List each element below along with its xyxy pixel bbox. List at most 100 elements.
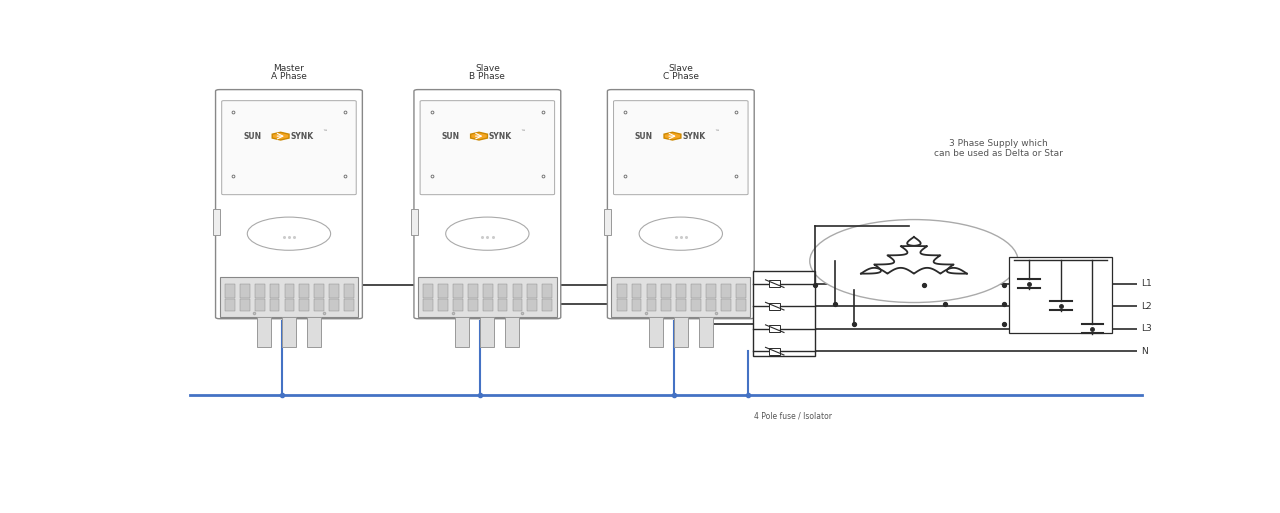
Text: ™: ™ — [714, 129, 719, 134]
FancyBboxPatch shape — [613, 101, 748, 194]
Bar — [212, 209, 220, 235]
Bar — [344, 299, 353, 311]
Text: Slave: Slave — [668, 64, 694, 73]
Text: SUN: SUN — [442, 132, 460, 141]
Bar — [468, 299, 477, 311]
Bar — [438, 299, 448, 311]
Bar — [646, 284, 657, 298]
Bar — [453, 299, 463, 311]
FancyBboxPatch shape — [221, 101, 356, 194]
Bar — [632, 284, 641, 298]
Bar — [282, 317, 296, 347]
Bar — [329, 284, 339, 298]
Bar — [417, 278, 557, 317]
FancyBboxPatch shape — [420, 101, 554, 194]
Bar — [769, 280, 781, 287]
Bar — [239, 299, 250, 311]
FancyBboxPatch shape — [608, 90, 754, 319]
Bar — [604, 209, 612, 235]
Circle shape — [247, 217, 330, 250]
Text: Slave: Slave — [475, 64, 499, 73]
Text: SYNK: SYNK — [489, 132, 512, 141]
Text: ™: ™ — [323, 129, 328, 134]
Bar — [424, 299, 433, 311]
Text: C Phase: C Phase — [663, 72, 699, 81]
Bar — [707, 299, 716, 311]
Text: L2: L2 — [1140, 302, 1152, 311]
FancyBboxPatch shape — [413, 90, 561, 319]
Bar — [753, 271, 814, 356]
Bar — [270, 284, 279, 298]
Bar — [676, 299, 686, 311]
Text: SYNK: SYNK — [682, 132, 705, 141]
Bar — [673, 317, 687, 347]
Circle shape — [639, 217, 722, 250]
Bar — [1009, 257, 1112, 332]
Bar — [617, 299, 627, 311]
Text: A Phase: A Phase — [271, 72, 307, 81]
Bar — [255, 299, 265, 311]
Bar — [512, 284, 522, 298]
Bar — [270, 299, 279, 311]
Text: B Phase: B Phase — [470, 72, 506, 81]
Bar — [527, 284, 538, 298]
Bar — [691, 284, 701, 298]
Bar — [314, 299, 324, 311]
Bar — [769, 303, 781, 309]
Text: L3: L3 — [1140, 324, 1152, 333]
Bar — [721, 299, 731, 311]
Text: N: N — [1140, 347, 1148, 356]
Text: ™: ™ — [521, 129, 526, 134]
Bar — [438, 284, 448, 298]
Bar — [662, 299, 671, 311]
Circle shape — [810, 220, 1018, 303]
Bar — [512, 299, 522, 311]
Bar — [225, 299, 234, 311]
Bar — [736, 299, 745, 311]
Bar — [632, 299, 641, 311]
Bar — [483, 284, 493, 298]
Text: 3 Phase Supply which
can be used as Delta or Star: 3 Phase Supply which can be used as Delt… — [934, 139, 1062, 158]
Bar — [344, 284, 353, 298]
Bar — [480, 317, 494, 347]
Bar — [707, 284, 716, 298]
Bar — [411, 209, 417, 235]
Bar — [543, 299, 552, 311]
Text: SYNK: SYNK — [291, 132, 314, 141]
Bar — [257, 317, 271, 347]
Bar — [721, 284, 731, 298]
Text: L1: L1 — [1140, 279, 1152, 288]
Bar — [527, 299, 538, 311]
FancyBboxPatch shape — [215, 90, 362, 319]
Text: Master: Master — [274, 64, 305, 73]
Bar — [483, 299, 493, 311]
Bar — [498, 284, 507, 298]
Bar — [649, 317, 663, 347]
Bar — [220, 278, 358, 317]
Bar — [646, 299, 657, 311]
Text: SUN: SUN — [243, 132, 261, 141]
Bar — [284, 284, 294, 298]
Bar — [506, 317, 520, 347]
Bar — [314, 284, 324, 298]
Bar — [453, 284, 463, 298]
Bar — [676, 284, 686, 298]
Bar — [617, 284, 627, 298]
Bar — [456, 317, 470, 347]
Bar — [424, 284, 433, 298]
Bar — [769, 348, 781, 354]
Bar — [498, 299, 507, 311]
Bar — [239, 284, 250, 298]
Bar — [300, 299, 308, 311]
Bar — [255, 284, 265, 298]
Bar — [736, 284, 745, 298]
Bar — [329, 299, 339, 311]
Bar — [307, 317, 321, 347]
Bar — [300, 284, 308, 298]
Bar — [468, 284, 477, 298]
Text: SUN: SUN — [635, 132, 653, 141]
Bar — [284, 299, 294, 311]
Circle shape — [445, 217, 529, 250]
Bar — [612, 278, 750, 317]
Bar — [662, 284, 671, 298]
